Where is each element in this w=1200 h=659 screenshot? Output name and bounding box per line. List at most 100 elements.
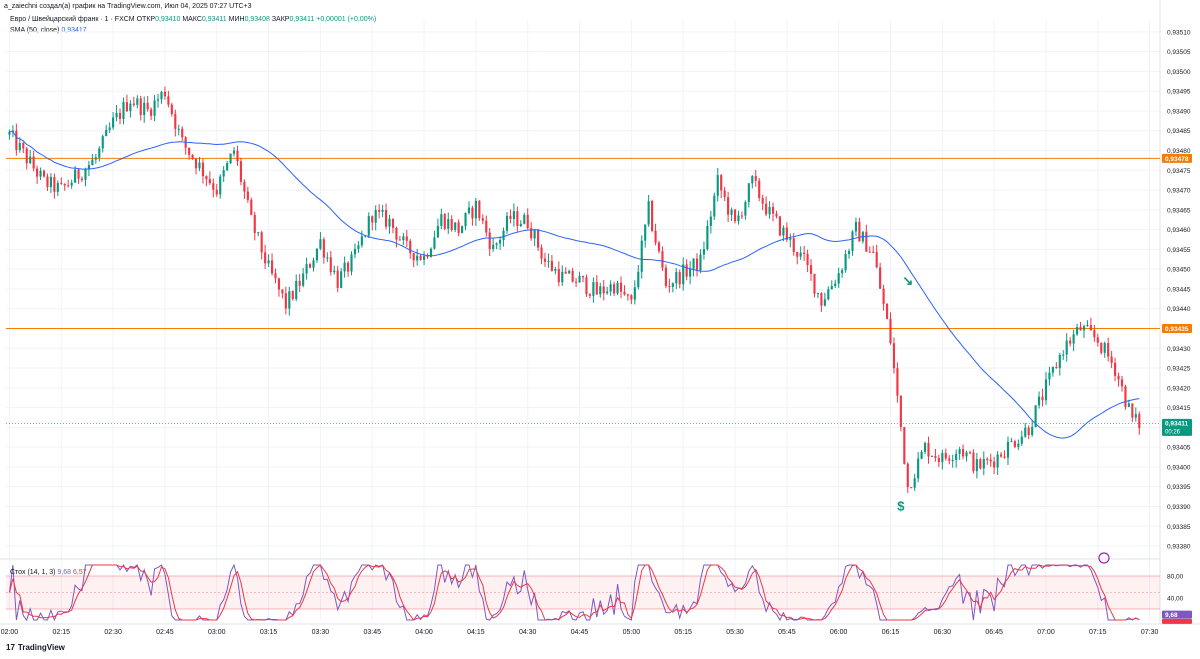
candle-body: [899, 395, 902, 428]
candle-body: [1120, 379, 1124, 387]
candle-body: [18, 143, 21, 151]
candle-body: [274, 273, 277, 279]
candle-body: [1134, 414, 1137, 418]
candle-body: [80, 178, 84, 180]
price-tick-label: 0,93420: [1167, 385, 1191, 392]
candle-body: [557, 268, 560, 283]
candle-body: [36, 168, 39, 177]
grid: [0, 0, 1200, 625]
candle-body: [1055, 366, 1058, 369]
candle-body: [823, 299, 826, 306]
candle-body: [229, 153, 232, 164]
candle-body: [32, 156, 35, 169]
candle-body: [467, 207, 471, 214]
candle-body: [450, 218, 453, 230]
price-tick-label: 0,93430: [1167, 346, 1191, 353]
candle-body: [699, 254, 702, 271]
stoch-legend[interactable]: Стох (14, 1, 3) 9,68 6,57: [10, 569, 87, 576]
candle-body: [543, 258, 547, 262]
stoch-tick-label: 40,00: [1167, 596, 1184, 603]
candle-body: [1031, 427, 1034, 435]
stoch-k-badge-label: 9,68: [1165, 612, 1178, 619]
candle-body: [1082, 326, 1086, 331]
ohlc-high-value: 0,93411: [201, 16, 227, 23]
candle-body: [1089, 325, 1092, 331]
candle-body: [944, 452, 947, 459]
candle-body: [298, 280, 301, 286]
candle-body: [77, 169, 80, 179]
candle-body: [713, 195, 716, 217]
candle-body: [671, 283, 674, 287]
candle-body: [682, 264, 685, 285]
sma-path: [9, 130, 1140, 439]
candle-body: [740, 215, 744, 217]
candle-body: [644, 224, 647, 241]
candle-body: [1038, 396, 1041, 406]
candle-body: [561, 271, 564, 283]
candle-body: [343, 262, 346, 272]
candle-body: [847, 251, 851, 255]
candle-body: [941, 452, 944, 462]
candle-body: [751, 175, 754, 184]
ohlc-close-label: ЗАКР: [271, 16, 290, 23]
candle-body: [606, 291, 609, 294]
candle-body: [595, 282, 598, 295]
candle-body: [505, 215, 509, 231]
candle-body: [350, 254, 353, 272]
candle-body: [409, 240, 412, 254]
candle-body: [226, 163, 229, 171]
price-tick-label: 0,93380: [1167, 544, 1191, 551]
candle-body: [765, 203, 768, 215]
candle-body: [163, 91, 167, 97]
time-tick-label: 07:00: [1037, 629, 1055, 636]
brand[interactable]: 17 TradingView: [6, 643, 65, 652]
candle-body: [243, 181, 246, 192]
sma-legend[interactable]: SMA (50, close) 0,93417: [10, 27, 87, 34]
time-tick-label: 02:30: [104, 629, 122, 636]
candle-body: [371, 216, 374, 223]
ohlc-open-label: ОТКР: [136, 16, 156, 23]
candle-body: [1020, 436, 1023, 444]
candle-body: [675, 272, 678, 284]
candle-body: [1048, 372, 1051, 380]
price-tick-label: 0,93505: [1167, 49, 1191, 56]
candle-body: [60, 182, 63, 184]
candle-body: [150, 109, 153, 116]
candle-body: [972, 452, 975, 472]
candle-body: [951, 459, 954, 461]
candle-body: [143, 102, 146, 115]
candle-body: [1100, 342, 1103, 353]
price-tick-label: 0,93470: [1167, 188, 1191, 195]
candle-body: [49, 176, 52, 187]
candle-body: [253, 214, 256, 233]
time-tick-label: 06:45: [985, 629, 1003, 636]
candle-body: [295, 280, 298, 300]
candle-body: [488, 232, 491, 250]
candle-body: [419, 255, 422, 260]
candle-body: [647, 200, 650, 225]
candle-body: [930, 455, 934, 457]
candle-body: [851, 231, 854, 252]
price-badges: 0,93478 0,93435 0,93411 00:26 9,68: [6, 153, 1192, 624]
chart-marker: $: [897, 498, 905, 513]
candle-body: [56, 182, 59, 192]
candle-body: [46, 176, 49, 187]
candle-body: [281, 289, 284, 294]
candle-body: [1017, 443, 1020, 447]
candle-body: [132, 103, 135, 105]
candle-body: [264, 252, 267, 264]
candle-body: [395, 227, 398, 240]
candle-body: [201, 162, 205, 177]
symbol-name[interactable]: Евро / Швейцарский франк · 1 · FXCM: [10, 16, 135, 23]
candle-body: [993, 461, 996, 468]
candle-body: [357, 245, 360, 249]
price-tick-label: 0,93390: [1167, 504, 1191, 511]
candle-body: [803, 252, 806, 254]
candle-body: [523, 214, 526, 224]
candle-body: [533, 230, 536, 239]
candle-body: [70, 182, 73, 186]
countdown-label: 00:26: [1165, 429, 1181, 435]
price-tick-label: 0,93475: [1167, 168, 1191, 175]
candle-body: [101, 136, 104, 149]
